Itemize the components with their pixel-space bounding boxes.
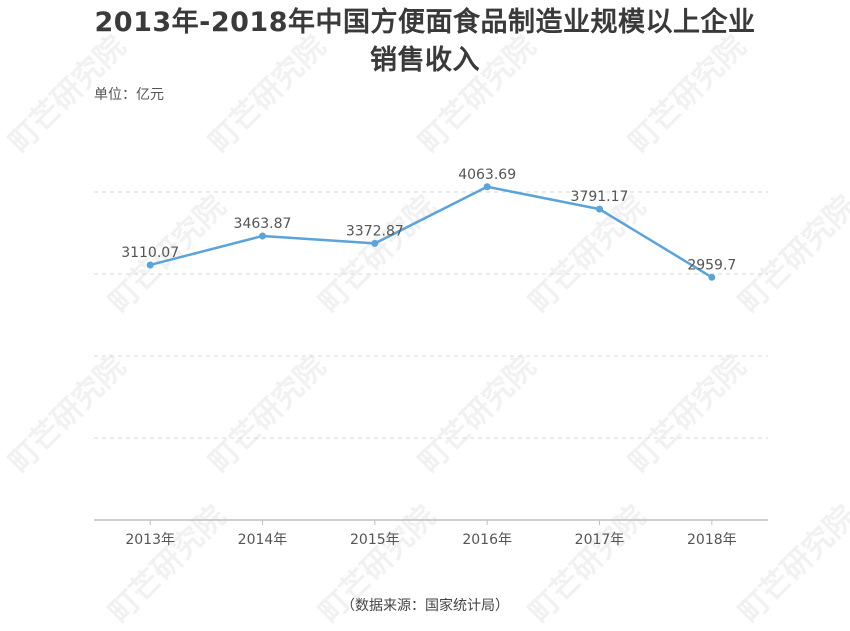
data-point [371,239,379,247]
unit-label: 单位：亿元 [94,87,164,103]
data-source-note: （数据来源：国家统计局） [341,598,509,614]
data-point [259,232,266,240]
data-label: 4063.69 [458,167,516,183]
x-tick-label: 2018年 [687,532,737,548]
data-point [596,205,603,213]
chart-title: 2013年-2018年中国方便面食品制造业规模以上企业 销售收入 [0,4,850,80]
data-point [708,273,716,281]
chart-title-line1: 2013年-2018年中国方便面食品制造业规模以上企业 [94,7,756,38]
series-line [149,185,713,279]
data-label: 3372.87 [346,223,404,239]
data-point [146,261,154,269]
x-tick-label: 2015年 [350,532,400,548]
data-label: 3791.17 [571,189,629,205]
chart-title-line2: 销售收入 [370,45,480,76]
data-label: 3110.07 [121,245,179,261]
data-label: 2959.7 [687,257,736,273]
data-point [483,183,491,191]
x-tick-label: 2017年 [575,532,625,548]
x-tick-label: 2014年 [238,532,288,548]
x-tick-label: 2013年 [125,532,175,548]
x-tick-label: 2016年 [462,532,512,548]
data-label: 3463.87 [234,216,292,232]
line-chart: 2013年 2014年 2015年 2016年 2017年 2018年 3110.07 346… [94,167,768,548]
